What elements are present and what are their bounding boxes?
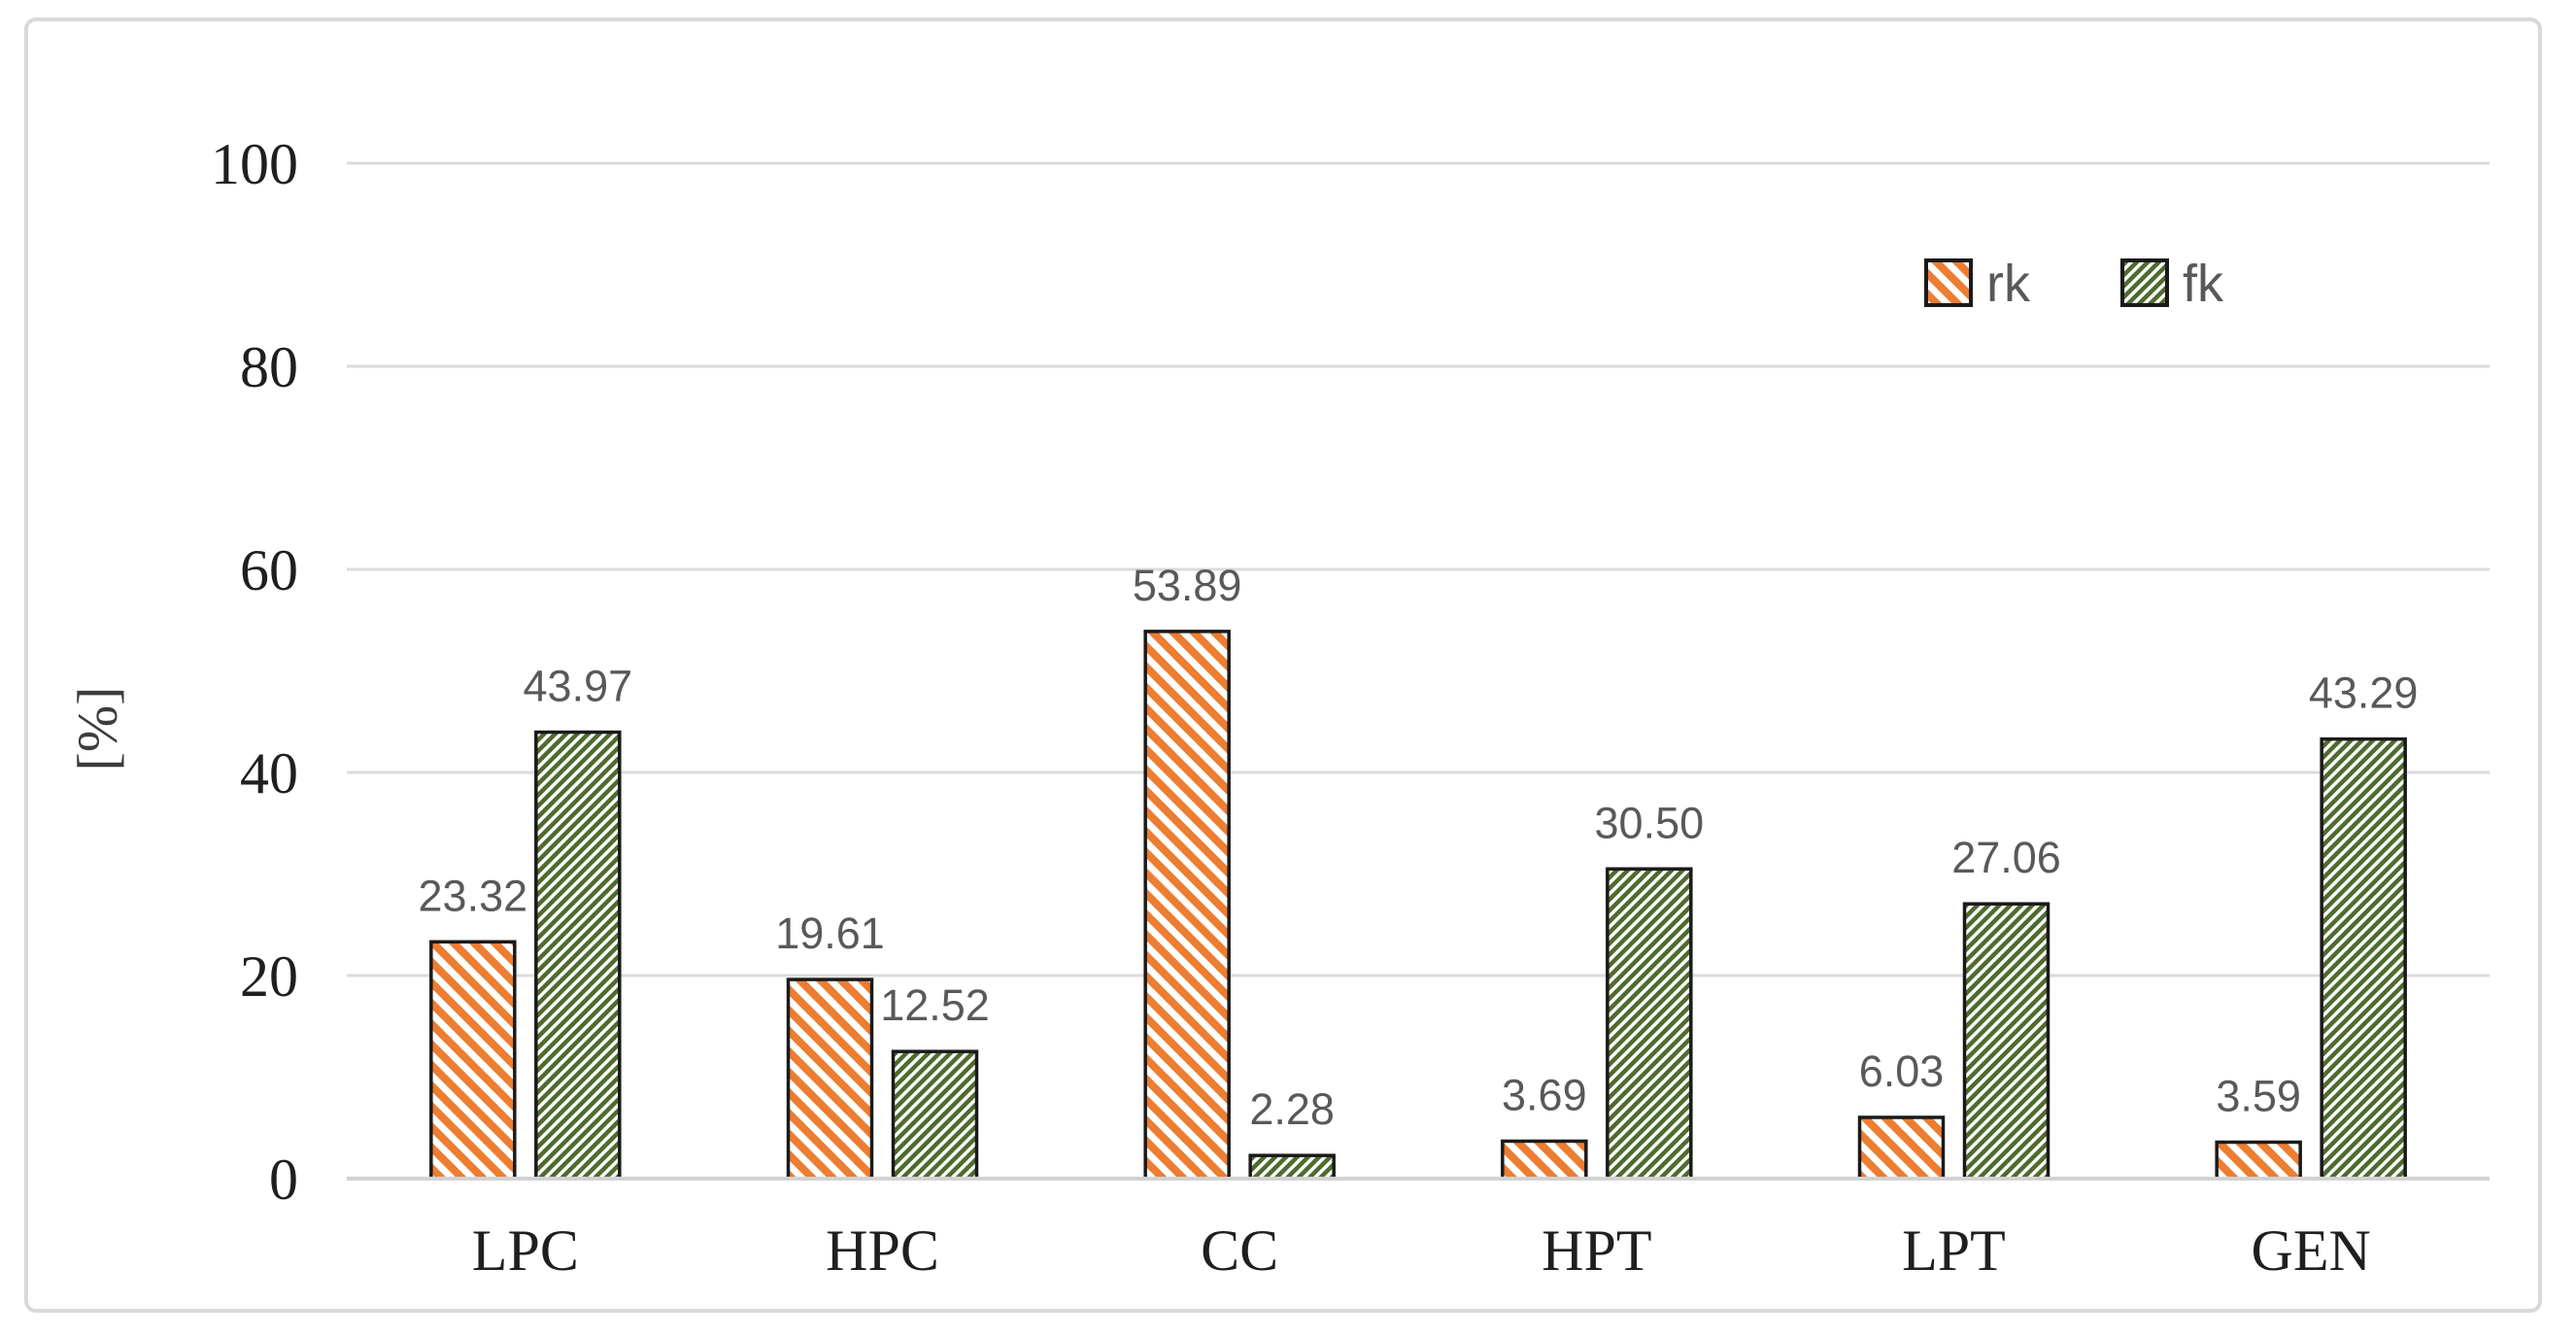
y-tick-label-100: 100 (211, 132, 298, 196)
y-tick-label-40: 40 (240, 741, 298, 806)
bar-rk-GEN (2215, 1140, 2302, 1181)
bar-fk-LPC (534, 730, 622, 1181)
bar-rk-LPT (1857, 1115, 1946, 1181)
bar-rk-LPC (429, 940, 517, 1181)
y-tick-label-80: 80 (240, 335, 298, 399)
data-label-fk-CC: 2.28 (1249, 1084, 1335, 1134)
legend: rk fk (1924, 255, 2224, 313)
x-category-label-LPC: LPC (472, 1218, 579, 1283)
data-label-rk-CC: 53.89 (1133, 561, 1242, 610)
bar-fk-HPT (1606, 867, 1693, 1181)
data-label-rk-HPC: 19.61 (775, 908, 885, 958)
bar-fk-CC (1248, 1153, 1336, 1181)
x-category-label-GEN: GEN (2252, 1218, 2371, 1283)
bar-fk-LPT (1962, 902, 2051, 1181)
data-label-rk-GEN: 3.59 (2216, 1071, 2301, 1120)
data-label-rk-HPT: 3.69 (1502, 1070, 1587, 1119)
data-label-fk-HPC: 12.52 (880, 980, 990, 1030)
bar-rk-HPT (1501, 1139, 1588, 1181)
y-tick-label-20: 20 (240, 944, 298, 1009)
y-tick-label-0: 0 (269, 1148, 298, 1212)
data-label-fk-GEN: 43.29 (2309, 668, 2419, 718)
data-label-fk-LPC: 43.97 (524, 662, 633, 711)
data-label-fk-HPT: 30.50 (1595, 798, 1705, 847)
x-category-label-CC: CC (1201, 1218, 1278, 1283)
x-category-label-HPT: HPT (1542, 1218, 1651, 1283)
bar-rk-CC (1143, 630, 1231, 1181)
legend-label-rk: rk (1986, 255, 2031, 313)
bar-fk-GEN (2320, 737, 2407, 1181)
bar-fk-HPC (891, 1049, 979, 1181)
x-category-label-LPT: LPT (1902, 1218, 2006, 1283)
data-label-rk-LPT: 6.03 (1859, 1046, 1945, 1096)
data-label-fk-LPT: 27.06 (1951, 833, 2061, 882)
y-tick-label-60: 60 (240, 538, 298, 602)
bar-rk-HPC (786, 977, 874, 1181)
legend-swatch-rk (1924, 258, 1973, 307)
x-category-label-HPC: HPC (826, 1218, 939, 1283)
data-label-rk-LPC: 23.32 (419, 871, 528, 920)
legend-label-fk: fk (2183, 255, 2224, 313)
legend-swatch-fk (2120, 258, 2169, 307)
